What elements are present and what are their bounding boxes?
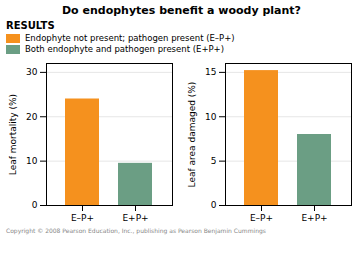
svg-text:0: 0 — [211, 200, 217, 210]
svg-text:30: 30 — [26, 67, 38, 77]
svg-text:10: 10 — [205, 112, 217, 122]
svg-text:E+P+: E+P+ — [122, 213, 148, 223]
html-text:Do endophytes benefit a woody: Do endophytes benefit a woody plant? — [62, 4, 301, 17]
svg-text:20: 20 — [26, 112, 38, 122]
svg-text:E–P+: E–P+ — [250, 213, 273, 223]
svg-text:Leaf mortality (%): Leaf mortality (%) — [8, 94, 18, 175]
svg-text:Leaf area damaged (%): Leaf area damaged (%) — [187, 82, 197, 188]
svg-text:0: 0 — [32, 200, 38, 210]
html-text:Endophyte not present; pathoge: Endophyte not present; pathogen present … — [25, 33, 235, 43]
html-text:Copyright © 2008 Pearson Educa: Copyright © 2008 Pearson Education, Inc.… — [6, 227, 266, 234]
svg-text:E+P+: E+P+ — [301, 213, 327, 223]
svg-text:5: 5 — [211, 156, 217, 166]
html-text:Both endophyte and pathogen pr: Both endophyte and pathogen present (E+P… — [25, 44, 225, 54]
svg-text:10: 10 — [26, 156, 38, 166]
svg-text:E–P+: E–P+ — [71, 213, 94, 223]
svg-text:15: 15 — [205, 67, 216, 77]
html-text:RESULTS: RESULTS — [6, 20, 55, 31]
